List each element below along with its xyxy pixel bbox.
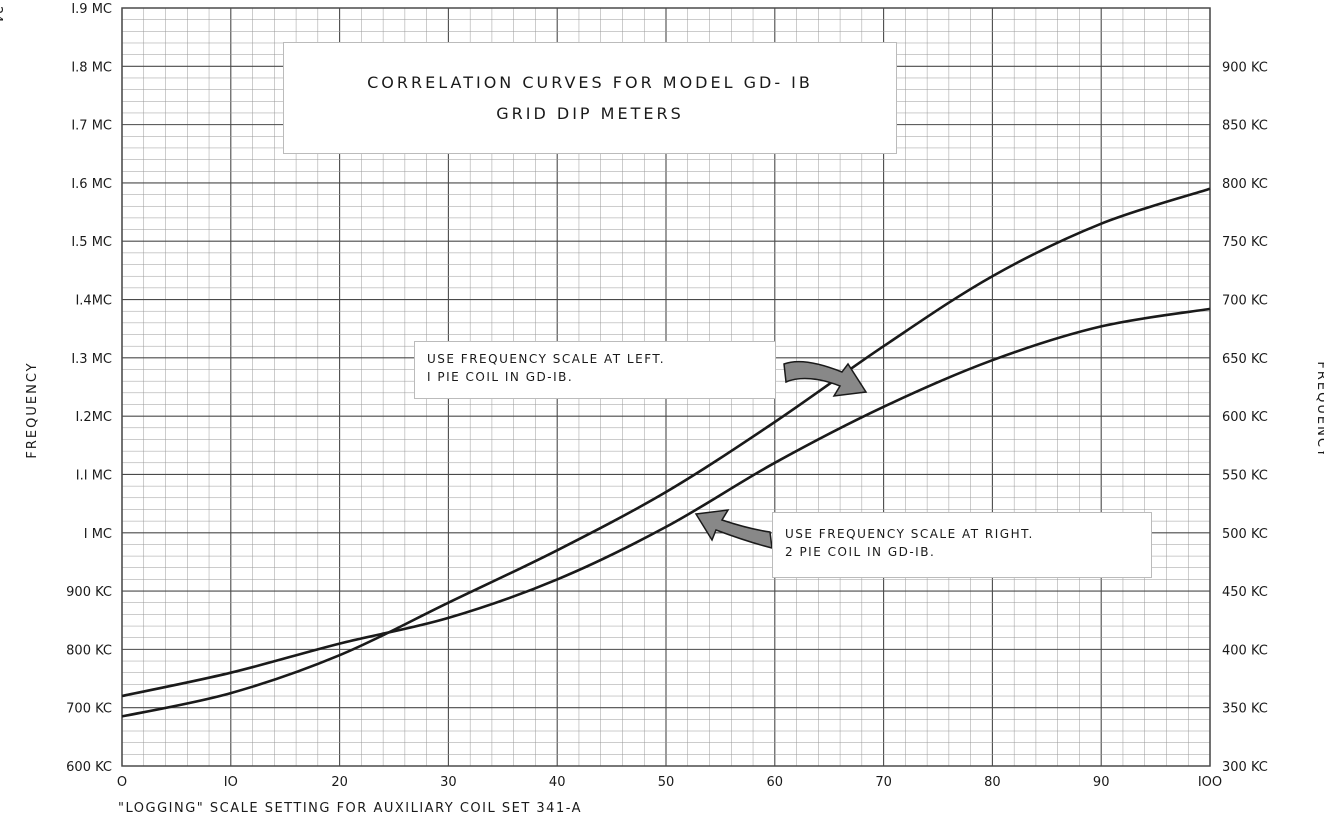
- y-left-tick-label: I.6 MC: [71, 177, 112, 192]
- y-right-tick-label: 900 KC: [1222, 60, 1268, 75]
- y-axis-label-left: FREQUENCY: [25, 361, 40, 458]
- chart-title-box: CORRELATION CURVES FOR MODEL GD- IB GRID…: [283, 42, 897, 154]
- y-right-tick-label: 750 KC: [1222, 235, 1268, 250]
- annotation-right-line-1: USE FREQUENCY SCALE AT RIGHT.: [785, 527, 1034, 541]
- x-tick-label: IO: [224, 775, 238, 790]
- y-left-tick-label: 900 KC: [66, 585, 112, 600]
- x-tick-label: 20: [331, 775, 348, 790]
- x-tick-label: 80: [984, 775, 1001, 790]
- x-tick-label: 70: [875, 775, 892, 790]
- annotation-left-line-2: I PIE COIL IN GD-IB.: [427, 370, 574, 384]
- y-axis-label-right: FREQUENCY: [1314, 361, 1324, 458]
- x-axis-label: "LOGGING" SCALE SETTING FOR AUXILIARY CO…: [118, 801, 582, 816]
- x-tick-label: IOO: [1198, 775, 1222, 790]
- annotation-right-scale: USE FREQUENCY SCALE AT RIGHT. 2 PIE COIL…: [772, 512, 1152, 578]
- chart-ticks: O IO 20 30 40 50 60 70 80 90 IOO 600 KC 700 KC 800 KC…: [66, 2, 1268, 790]
- plot-frame: [121, 7, 1211, 767]
- y-right-tick-label: 500 KC: [1222, 527, 1268, 542]
- y-right-tick-label: 600 KC: [1222, 410, 1268, 425]
- annotation-left-scale: USE FREQUENCY SCALE AT LEFT. I PIE COIL …: [414, 341, 776, 399]
- x-tick-label: 60: [767, 775, 784, 790]
- y-right-tick-label: 850 KC: [1222, 119, 1268, 134]
- annotation-left-line-1: USE FREQUENCY SCALE AT LEFT.: [427, 352, 666, 366]
- series-2-line: [121, 307, 1211, 698]
- annotation-right-line-2: 2 PIE COIL IN GD-IB.: [785, 545, 936, 559]
- y-right-tick-label: 450 KC: [1222, 585, 1268, 600]
- y-left-tick-label: I.3 MC: [71, 352, 112, 367]
- y-right-tick-label: 700 KC: [1222, 294, 1268, 309]
- x-tick-label: 50: [658, 775, 675, 790]
- y-right-tick-label: 650 KC: [1222, 352, 1268, 367]
- x-tick-label: 90: [1093, 775, 1110, 790]
- chart-title-line-1: CORRELATION CURVES FOR MODEL GD- IB: [367, 73, 813, 92]
- y-right-tick-label: 300 KC: [1222, 760, 1268, 775]
- y-left-tick-label: 800 KC: [66, 643, 112, 658]
- series-1-line: [121, 187, 1211, 718]
- x-tick-label: 40: [549, 775, 566, 790]
- y-left-tick-label: I.8 MC: [71, 60, 112, 75]
- arrow-left-icon: [694, 509, 773, 549]
- x-tick-label: O: [117, 775, 127, 790]
- chart-title-line-2: GRID DIP METERS: [496, 104, 684, 123]
- y-left-tick-label: I MC: [84, 527, 112, 542]
- y-left-tick-label: I.5 MC: [71, 235, 112, 250]
- y-left-tick-label: I.I MC: [76, 468, 112, 483]
- y-right-tick-label: 550 KC: [1222, 468, 1268, 483]
- y-left-tick-label: 600 KC: [66, 760, 112, 775]
- chart-curves: [121, 187, 1211, 718]
- y-right-tick-label: 800 KC: [1222, 177, 1268, 192]
- x-tick-label: 30: [440, 775, 457, 790]
- y-left-tick-label: I.7 MC: [71, 119, 112, 134]
- arrow-right-icon: [783, 360, 868, 397]
- y-left-tick-label: I.4MC: [75, 294, 112, 309]
- y-left-tick-label: I.2MC: [75, 410, 112, 425]
- y-left-tick-label: I.9 MC: [71, 2, 112, 17]
- y-right-tick-label: 400 KC: [1222, 643, 1268, 658]
- y-right-tick-label: 350 KC: [1222, 702, 1268, 717]
- y-left-tick-label: 700 KC: [66, 702, 112, 717]
